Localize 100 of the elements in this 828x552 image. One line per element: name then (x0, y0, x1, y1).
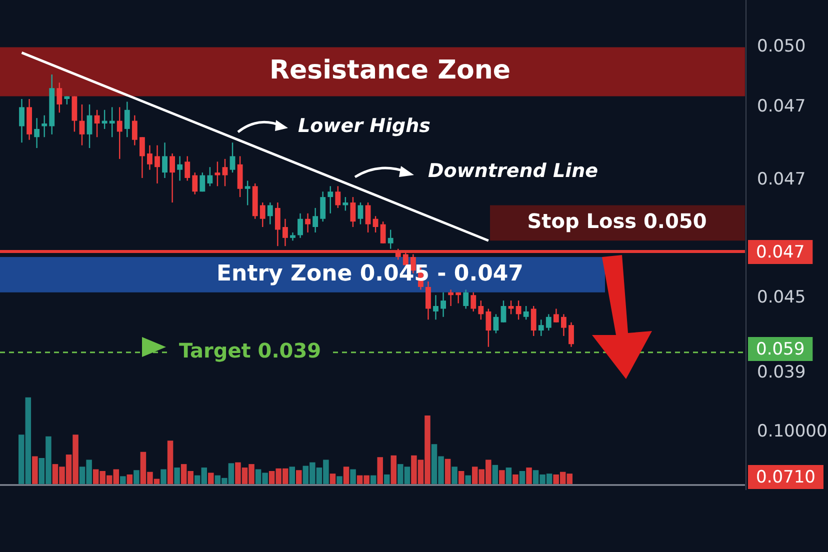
bar (160, 469, 166, 484)
bar (343, 466, 350, 484)
candlestick (463, 289, 469, 310)
candlestick (561, 314, 566, 337)
candlestick (222, 158, 228, 187)
candlestick (244, 180, 250, 206)
candlestick (493, 314, 499, 334)
candlestick (388, 229, 394, 250)
text: 0.10000 (757, 421, 828, 442)
bar (174, 468, 180, 484)
candlestick (230, 142, 236, 174)
annotation: Lower Highs (298, 114, 430, 137)
candlestick (305, 212, 310, 234)
candlestick (86, 104, 92, 149)
candlestick (523, 305, 529, 320)
bar (134, 470, 140, 484)
bar (350, 469, 356, 484)
candlestick (109, 106, 115, 138)
bar (506, 468, 512, 484)
candlestick (116, 106, 122, 160)
candlestick (56, 82, 62, 114)
bar (289, 466, 295, 484)
bar (512, 474, 518, 484)
bar (458, 471, 464, 484)
candlestick (274, 202, 280, 247)
candlestick (426, 280, 431, 320)
candlestick (192, 172, 198, 195)
bar (167, 440, 174, 484)
candlestick (478, 300, 484, 320)
candlestick (42, 114, 48, 138)
bar (330, 474, 336, 484)
bar (208, 472, 214, 484)
band-label: Stop Loss 0.050 (527, 209, 707, 234)
candlestick (132, 114, 138, 146)
bar (126, 474, 133, 484)
candlestick (486, 308, 492, 348)
candlestick (500, 300, 506, 323)
candlestick (267, 202, 273, 225)
candlestick (372, 216, 378, 234)
candlestick (184, 156, 190, 182)
text: 0.0710 (756, 467, 816, 488)
bar (519, 471, 526, 484)
candlestick (147, 144, 152, 170)
candlestick (214, 161, 220, 187)
text: 0.047 (757, 96, 806, 116)
bar (377, 457, 383, 484)
candlestick (380, 220, 386, 244)
candlestick (530, 305, 536, 337)
bar (384, 474, 390, 484)
bar (296, 470, 302, 484)
candlestick (440, 292, 446, 318)
text: 0.047 (757, 169, 806, 190)
candlestick (207, 166, 213, 187)
text: 0.059 (756, 339, 805, 360)
candlestick (124, 101, 130, 138)
candlestick (553, 308, 559, 323)
bar (32, 456, 38, 484)
candlestick (328, 186, 334, 214)
candlestick (350, 196, 356, 228)
candlestick (19, 98, 24, 144)
candlestick (312, 207, 318, 234)
candlestick (358, 202, 364, 225)
candlestick (282, 218, 288, 247)
candlestick (320, 191, 326, 222)
text: 0.039 (757, 362, 806, 382)
candlestick (170, 152, 176, 204)
candlestick (298, 212, 303, 239)
candlestick (34, 117, 40, 149)
candlestick (568, 322, 574, 348)
candlestick (139, 136, 145, 179)
bar (499, 470, 505, 484)
candlestick (342, 196, 348, 212)
text: 0.047 (756, 242, 805, 262)
candlestick (154, 144, 160, 184)
bar (336, 476, 342, 484)
candlestick (200, 172, 206, 192)
bar (526, 468, 532, 484)
candlestick (516, 300, 522, 320)
ref-line-label: Target 0.039 (178, 338, 322, 363)
candlestick (546, 314, 552, 332)
candlestick (448, 289, 454, 307)
band-label: Resistance Zone (270, 56, 510, 86)
candlestick (433, 294, 438, 320)
bar (370, 475, 376, 484)
candlestick (94, 109, 100, 138)
candlestick (162, 142, 168, 179)
annotation: Downtrend Line (428, 160, 598, 182)
text: 0.050 (757, 36, 806, 56)
candlestick (177, 156, 183, 182)
bar (390, 455, 397, 484)
candlestick (79, 104, 85, 146)
candlestick (102, 109, 108, 130)
bar (452, 466, 458, 484)
bar (444, 458, 451, 484)
bar (120, 476, 126, 484)
text: 0.045 (757, 287, 806, 308)
candlestick (365, 202, 371, 234)
candlestick (335, 186, 341, 209)
bar (465, 475, 471, 484)
candlestick (538, 319, 544, 337)
